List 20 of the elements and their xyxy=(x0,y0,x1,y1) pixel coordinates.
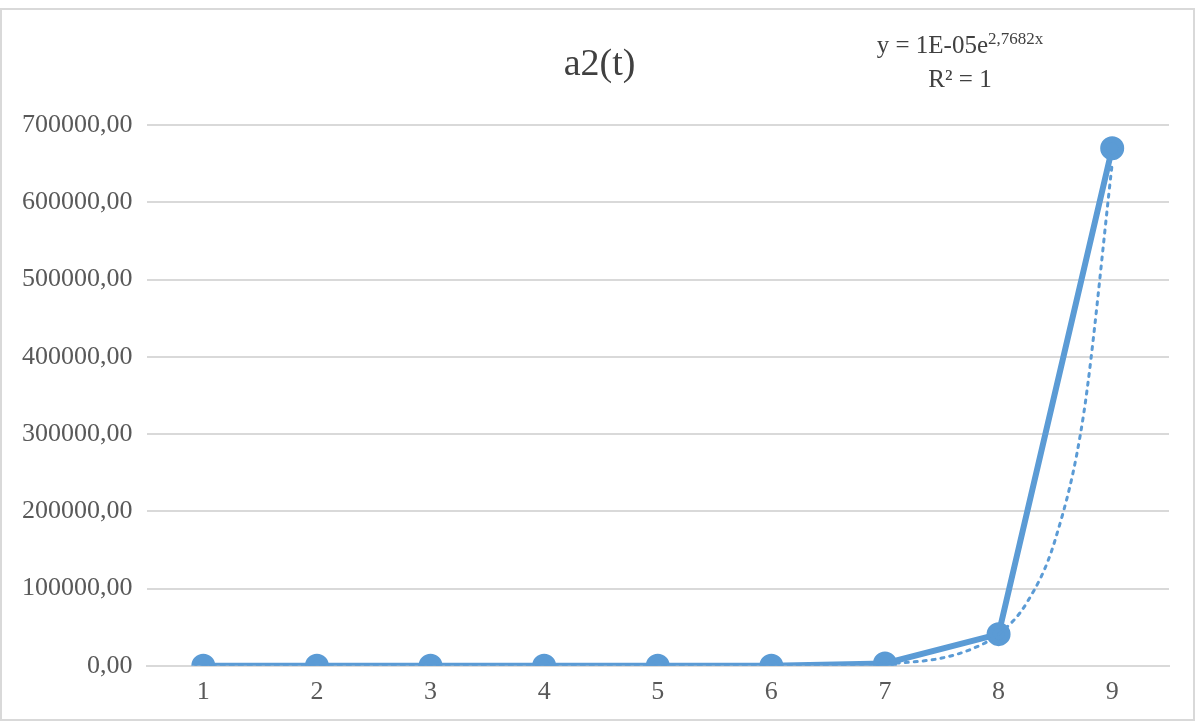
x-tick-label: 4 xyxy=(537,676,551,706)
x-tick-label: 8 xyxy=(992,676,1006,706)
text: R² = 1 xyxy=(927,64,993,95)
y-tick-label: 200000,00 xyxy=(22,495,133,525)
y-tick-label: 500000,00 xyxy=(22,263,133,293)
y-tick-label: 300000,00 xyxy=(22,417,133,447)
x-tick-label: 1 xyxy=(196,676,210,706)
chart-title: a2(t) xyxy=(563,41,636,83)
y-tick-label: 0,00 xyxy=(87,649,133,679)
x-tick-label: 9 xyxy=(1105,676,1119,706)
x-tick-label: 2 xyxy=(310,676,324,706)
text: y = 1E-05e$^{2,7682x}$ xyxy=(875,28,1045,61)
y-tick-label: 400000,00 xyxy=(22,340,133,370)
x-tick-label: 7 xyxy=(878,676,892,706)
y-tick-label: 700000,00 xyxy=(22,108,133,138)
y-tick-label: 100000,00 xyxy=(22,572,133,602)
x-tick-label: 3 xyxy=(424,676,438,706)
x-tick-label: 5 xyxy=(651,676,665,706)
x-tick-label: 6 xyxy=(764,676,778,706)
y-tick-label: 600000,00 xyxy=(22,186,133,216)
